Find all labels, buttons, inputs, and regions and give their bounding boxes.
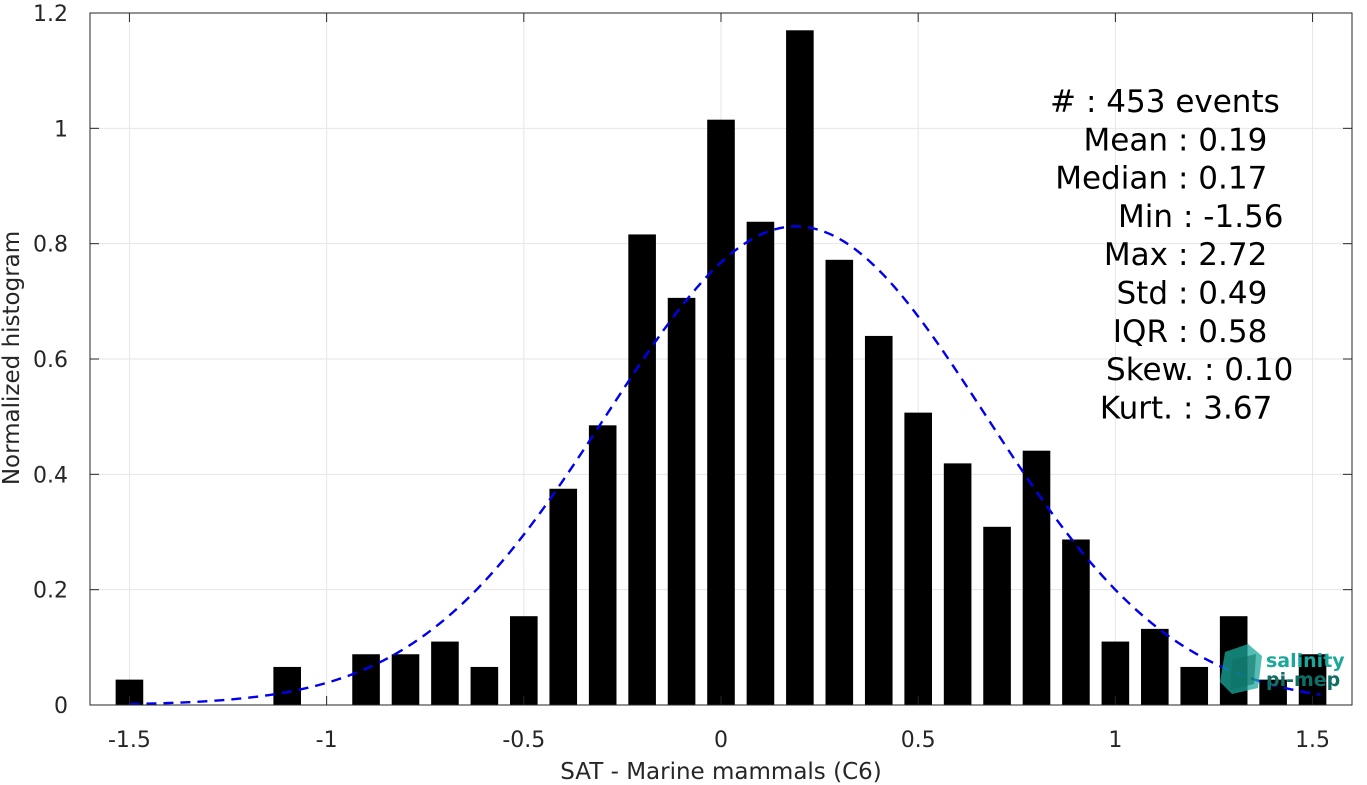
histogram-bar-14	[825, 259, 854, 705]
x-axis-label: SAT - Marine mammals (C6)	[560, 759, 882, 785]
x-tick-label-5: 1	[1108, 728, 1122, 753]
y-tick-label-1: 0.2	[33, 579, 68, 604]
stat-value-6: : 0.58	[1178, 314, 1267, 350]
y-tick-label-6: 1.2	[33, 2, 68, 27]
x-tick-label-4: 0.5	[901, 728, 936, 753]
histogram-bar-6	[510, 616, 538, 705]
salinity-pi-mep-logo: salinity pi-mep	[1220, 644, 1345, 694]
stat-label-0: #	[1050, 84, 1076, 120]
histogram-bar-7	[549, 488, 578, 705]
stat-value-0: : 453 events	[1086, 84, 1280, 120]
histogram-bars	[115, 30, 1327, 706]
stat-value-8: : 3.67	[1183, 390, 1272, 426]
y-tick-label-5: 1	[54, 117, 68, 142]
histogram-bar-13	[786, 30, 814, 706]
histogram-bar-20	[1062, 539, 1090, 705]
histogram-bar-17	[943, 463, 972, 705]
histogram-bar-8	[588, 425, 617, 705]
y-tick-label-0: 0	[54, 694, 68, 719]
histogram-bar-1	[273, 666, 301, 705]
x-tick-label-0: -1.5	[108, 728, 151, 753]
stat-value-3: : -1.56	[1183, 199, 1284, 235]
stat-value-7: : 0.10	[1204, 352, 1293, 388]
histogram-bar-22	[1141, 628, 1169, 705]
stat-value-4: : 2.72	[1178, 237, 1267, 273]
histogram-bar-3	[391, 654, 420, 705]
stat-label-1: Mean	[1084, 122, 1168, 158]
stat-label-8: Kurt.	[1100, 390, 1173, 426]
x-tick-label-6: 1.5	[1295, 728, 1330, 753]
stat-value-1: : 0.19	[1178, 122, 1267, 158]
logo-text-line1: salinity	[1266, 650, 1345, 672]
stat-label-7: Skew.	[1106, 352, 1194, 388]
stat-label-5: Std	[1116, 276, 1168, 312]
histogram-bar-16	[904, 412, 932, 705]
y-axis-label: Normalized histogram	[0, 231, 25, 485]
stat-value-5: : 0.49	[1178, 276, 1267, 312]
logo-text-line2: pi-mep	[1266, 669, 1340, 691]
logo-cube-face	[1230, 654, 1256, 690]
histogram-bar-9	[628, 234, 656, 705]
histogram-bar-4	[431, 641, 459, 705]
histogram-bar-18	[983, 526, 1011, 705]
histogram-bar-15	[864, 335, 893, 705]
stat-label-3: Min	[1118, 199, 1173, 235]
x-tick-label-1: -1	[316, 728, 338, 753]
histogram-bar-12	[746, 221, 775, 705]
stat-value-2: : 0.17	[1178, 161, 1267, 197]
histogram-bar-2	[352, 654, 380, 705]
histogram-bar-19	[1022, 450, 1051, 705]
histogram-bar-23	[1180, 666, 1209, 705]
y-tick-label-3: 0.6	[33, 348, 68, 373]
axis-ticks: -1.5 -1 -0.5 0 0.5 1 1.5 0 0.2 0.4 0.6 0.8 1 1.2	[33, 2, 1352, 753]
histogram-bar-11	[707, 119, 735, 705]
stat-label-2: Median	[1055, 161, 1168, 197]
histogram-bar-10	[667, 297, 696, 705]
y-tick-label-2: 0.4	[33, 463, 68, 488]
x-tick-label-3: 0	[714, 728, 728, 753]
stat-label-4: Max	[1104, 237, 1168, 273]
histogram-bar-21	[1101, 641, 1130, 705]
histogram-bar-5	[470, 666, 499, 705]
x-tick-label-2: -0.5	[502, 728, 545, 753]
stat-label-6: IQR	[1113, 314, 1168, 350]
y-tick-label-4: 0.8	[33, 233, 68, 258]
